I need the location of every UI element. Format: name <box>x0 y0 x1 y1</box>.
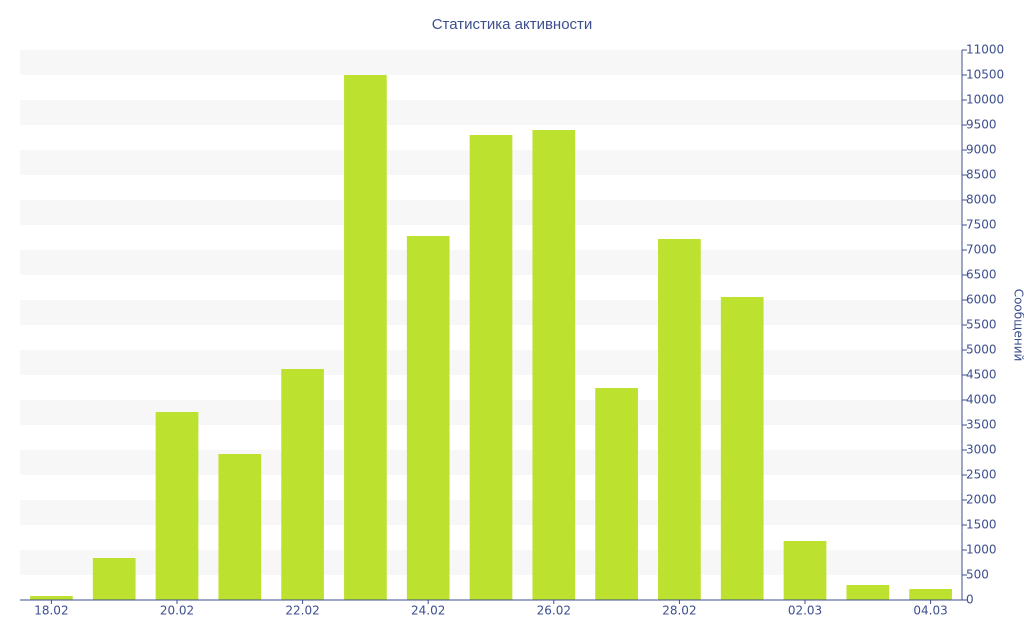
grid-band <box>20 100 962 125</box>
y-tick-label: 3500 <box>966 418 997 432</box>
bar <box>846 585 890 600</box>
bar <box>155 412 199 600</box>
bar <box>469 135 513 600</box>
x-tick-label: 24.02 <box>411 604 445 618</box>
y-tick-label: 6500 <box>966 268 997 282</box>
y-tick-label: 8500 <box>966 168 997 182</box>
y-tick-label: 11000 <box>966 43 1004 57</box>
bar <box>658 239 701 600</box>
y-tick-label: 500 <box>966 568 989 582</box>
x-tick-label: 18.02 <box>34 604 68 618</box>
bar <box>92 558 136 600</box>
y-tick-label: 0 <box>966 593 974 607</box>
bar <box>281 369 324 600</box>
y-tick-label: 5500 <box>966 318 997 332</box>
y-tick-label: 5000 <box>966 343 997 357</box>
y-axis-label: Сообщений <box>1012 289 1024 362</box>
y-tick-label: 6000 <box>966 293 997 307</box>
bar <box>30 596 73 600</box>
y-tick-label: 9000 <box>966 143 997 157</box>
grid-band <box>20 50 962 75</box>
y-tick-label: 9500 <box>966 118 997 132</box>
y-tick-label: 2500 <box>966 468 997 482</box>
y-tick-label: 1500 <box>966 518 997 532</box>
y-tick-label: 4500 <box>966 368 997 382</box>
y-tick-label: 7000 <box>966 243 997 257</box>
x-tick-label: 02.03 <box>788 604 822 618</box>
x-tick-label: 20.02 <box>160 604 194 618</box>
bar <box>783 541 827 600</box>
x-tick-label: 04.03 <box>913 604 947 618</box>
x-tick-label: 28.02 <box>662 604 696 618</box>
bar <box>218 454 262 600</box>
x-tick-label: 26.02 <box>537 604 571 618</box>
y-tick-label: 7500 <box>966 218 997 232</box>
y-tick-label: 10500 <box>966 68 1004 82</box>
bar <box>909 589 952 600</box>
bar <box>720 297 764 600</box>
bar <box>595 388 638 600</box>
bar <box>406 236 450 600</box>
y-tick-label: 4000 <box>966 393 997 407</box>
y-tick-label: 3000 <box>966 443 997 457</box>
bar <box>532 130 576 600</box>
y-tick-label: 2000 <box>966 493 997 507</box>
x-tick-label: 22.02 <box>285 604 319 618</box>
chart-title: Статистика активности <box>432 16 593 33</box>
y-tick-label: 1000 <box>966 543 997 557</box>
bar <box>344 75 387 600</box>
y-tick-label: 8000 <box>966 193 997 207</box>
y-tick-label: 10000 <box>966 93 1004 107</box>
